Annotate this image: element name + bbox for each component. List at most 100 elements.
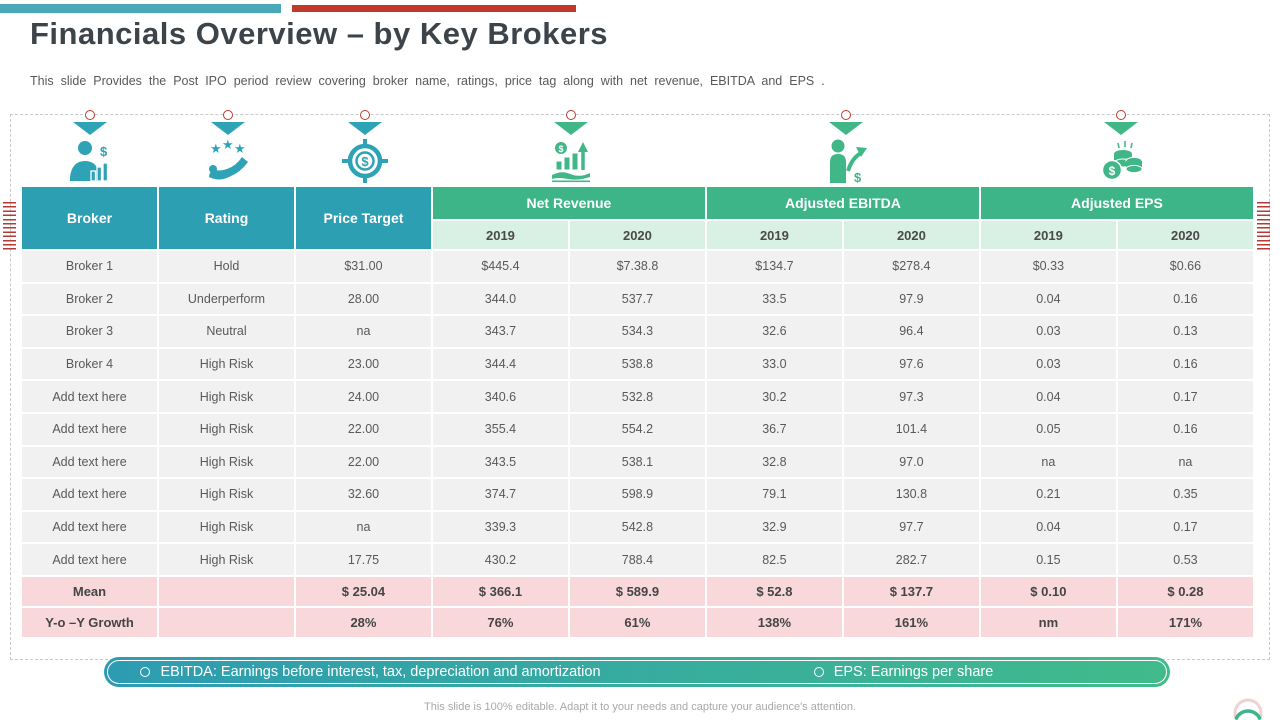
svg-text:$: $: [100, 144, 108, 159]
table-cell: 32.60: [295, 479, 431, 510]
table-cell: 542.8: [569, 511, 705, 543]
table-cell: High Risk: [158, 446, 294, 478]
table-cell: 0.16: [1117, 283, 1253, 315]
table-row: Add text here High Risk 32.60 374.7 598.9 79.…: [22, 479, 1253, 510]
table-cell: 97.6: [843, 348, 979, 380]
table-cell: $ 589.9: [569, 576, 705, 606]
table-cell: 538.1: [569, 446, 705, 478]
placeholder-cell[interactable]: Add text here: [22, 413, 157, 445]
table-cell: High Risk: [158, 511, 294, 543]
table-row: Add text here High Risk 22.00 355.4 554.2 36.…: [22, 413, 1253, 445]
bullet-circle-icon: [813, 667, 824, 677]
eps-coins-icon: $: [1101, 141, 1143, 181]
table-cell: 430.2: [432, 544, 568, 575]
table-cell: [158, 576, 294, 606]
table-cell: 0.53: [1117, 544, 1253, 575]
table-cell: Broker 4: [22, 348, 157, 380]
marker-dot: [1116, 110, 1126, 120]
placeholder-cell[interactable]: Add text here: [22, 479, 157, 510]
page-subtitle: This slide Provides the Post IPO period …: [30, 74, 825, 88]
table-cell: na: [1117, 446, 1253, 478]
column-marker-price-target: $: [342, 110, 388, 183]
marker-dot: [360, 110, 370, 120]
table-header-row: Broker Rating Price Target Net Revenue A…: [22, 187, 1253, 249]
table-cell: 0.35: [1117, 479, 1253, 510]
group-header-net-revenue: Net Revenue: [432, 187, 705, 220]
placeholder-cell[interactable]: Add text here: [22, 381, 157, 412]
chevron-down-icon: [829, 122, 863, 135]
table-cell: $134.7: [706, 251, 842, 282]
table-cell: 97.9: [843, 283, 979, 315]
placeholder-cell[interactable]: Add text here: [22, 511, 157, 543]
table-cell: High Risk: [158, 544, 294, 575]
column-marker-adjusted-ebitda: $: [823, 110, 869, 183]
table-cell: 339.3: [432, 511, 568, 543]
table-cell: 537.7: [569, 283, 705, 315]
table-cell: Broker 2: [22, 283, 157, 315]
table-cell: $ 0.10: [980, 576, 1116, 606]
left-hatch-decoration: [3, 202, 16, 250]
broker-analyst-icon: $: [70, 141, 109, 182]
marker-dot: [85, 110, 95, 120]
table-cell: 532.8: [569, 381, 705, 412]
table-year-row: 2019 2020 2019 2020 2019 2020: [22, 221, 1253, 249]
table-cell: 30.2: [706, 381, 842, 412]
table-cell: $ 0.28: [1117, 576, 1253, 606]
marker-dot: [566, 110, 576, 120]
column-marker-rating: ★ ★ ★: [205, 110, 251, 183]
table-cell: 22.00: [295, 446, 431, 478]
table-cell: 0.16: [1117, 413, 1253, 445]
group-header-adjusted-ebitda: Adjusted EBITDA: [706, 187, 979, 220]
table-cell: 0.15: [980, 544, 1116, 575]
year-header: 2020: [843, 221, 979, 249]
table-row: Add text here High Risk 24.00 340.6 532.8 30.…: [22, 381, 1253, 412]
table-cell: $0.33: [980, 251, 1116, 282]
table-cell: High Risk: [158, 413, 294, 445]
chevron-down-icon: [73, 122, 107, 135]
eps-definition: EPS: Earnings per share: [637, 664, 1170, 680]
table-cell: 33.5: [706, 283, 842, 315]
placeholder-cell[interactable]: Add text here: [22, 544, 157, 575]
table-cell: High Risk: [158, 479, 294, 510]
table-cell: 17.75: [295, 544, 431, 575]
table-cell: nm: [980, 607, 1116, 637]
table-cell: 76%: [432, 607, 568, 637]
table-cell: 32.6: [706, 316, 842, 347]
top-accent-bar-teal: [0, 4, 281, 13]
year-header: 2019: [432, 221, 568, 249]
table-cell: 374.7: [432, 479, 568, 510]
ebitda-person-arrow-icon: $: [830, 139, 867, 183]
table-cell: 598.9: [569, 479, 705, 510]
table-cell: 101.4: [843, 413, 979, 445]
table-cell: 23.00: [295, 348, 431, 380]
page-title: Financials Overview – by Key Brokers: [30, 16, 608, 51]
table-row: Broker 3 Neutral na 343.7 534.3 32.6 96.4 0.03 0…: [22, 316, 1253, 347]
table-cell: 534.3: [569, 316, 705, 347]
table-cell: 96.4: [843, 316, 979, 347]
table-cell: 130.8: [843, 479, 979, 510]
table-cell: 538.8: [569, 348, 705, 380]
marker-dot: [841, 110, 851, 120]
table-cell: 0.04: [980, 283, 1116, 315]
table-cell: 0.03: [980, 316, 1116, 347]
table-cell: $ 366.1: [432, 576, 568, 606]
svg-text:$: $: [854, 170, 862, 183]
table-cell: $0.66: [1117, 251, 1253, 282]
chevron-down-icon: [554, 122, 588, 135]
group-header-adjusted-eps: Adjusted EPS: [980, 187, 1253, 220]
table-cell: 343.5: [432, 446, 568, 478]
table-cell: 33.0: [706, 348, 842, 380]
brokers-table: Broker Rating Price Target Net Revenue A…: [20, 185, 1255, 639]
table-cell: 28%: [295, 607, 431, 637]
table-cell: 0.16: [1117, 348, 1253, 380]
placeholder-cell[interactable]: Add text here: [22, 446, 157, 478]
table-cell: 554.2: [569, 413, 705, 445]
col-header-broker: Broker: [22, 187, 157, 249]
table-cell: 138%: [706, 607, 842, 637]
table-cell: 340.6: [432, 381, 568, 412]
ebitda-definition: EBITDA: Earnings before interest, tax, d…: [104, 664, 637, 680]
table-cell: 28.00: [295, 283, 431, 315]
column-marker-net-revenue: $: [548, 110, 594, 183]
table-cell: 32.9: [706, 511, 842, 543]
